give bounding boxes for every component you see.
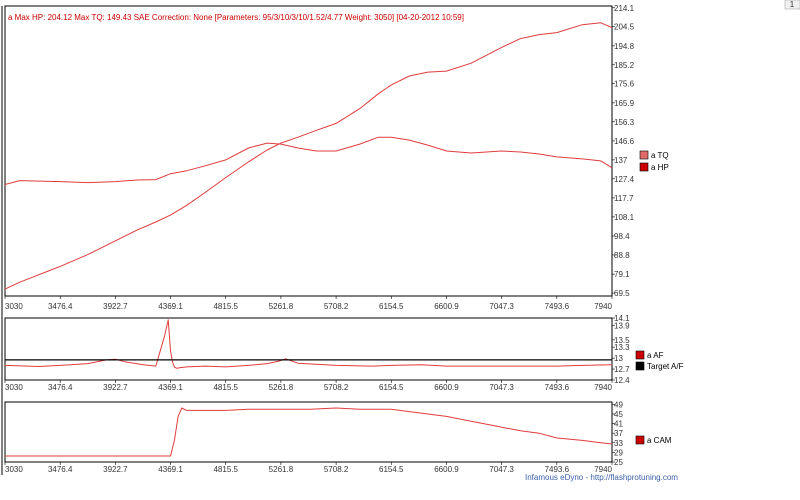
cam-ytick-label: 37 xyxy=(614,429,623,438)
panel-af-frame xyxy=(4,317,613,381)
series-line-a-hp xyxy=(4,22,613,290)
cam-ytick-label: 45 xyxy=(614,410,623,419)
cam-xtick-label: 3030 xyxy=(5,465,23,474)
chart-title: a Max HP: 204.12 Max TQ: 149.43 SAE Corr… xyxy=(8,13,464,22)
af-xtick-label: 3476.4 xyxy=(48,383,73,392)
cam-xtick-label: 7493.6 xyxy=(545,465,570,474)
legend-cam: a CAM xyxy=(635,435,672,445)
legend-label-hp: a HP xyxy=(651,163,669,172)
af-ytick-label: 12.4 xyxy=(614,376,630,385)
af-xtick-label: 6600.9 xyxy=(434,383,459,392)
panel-power: a Max HP: 204.12 Max TQ: 149.43 SAE Corr… xyxy=(4,4,669,311)
power-ytick-label: 175.6 xyxy=(614,80,635,89)
legend-swatch-target-af xyxy=(635,361,645,371)
power-xtick-label: 5708.2 xyxy=(324,302,349,311)
power-ytick-label: 137 xyxy=(614,156,628,165)
power-ytick-label: 185.2 xyxy=(614,61,635,70)
legend-swatch-tq xyxy=(639,150,649,160)
footer-credit: Infamous eDyno - http://flashprotuning.c… xyxy=(525,473,678,482)
af-xtick-label: 6154.5 xyxy=(379,383,404,392)
power-xtick-label: 7047.3 xyxy=(489,302,514,311)
cam-ytick-label: 41 xyxy=(614,420,623,429)
power-xtick-label: 7940 xyxy=(594,302,612,311)
af-xtick-label: 4815.5 xyxy=(213,383,238,392)
af-ytick-label: 14.1 xyxy=(614,314,630,323)
cam-ytick-label: 49 xyxy=(614,400,623,409)
cam-ytick-label: 25 xyxy=(614,458,623,467)
af-ytick-label: 13.9 xyxy=(614,321,630,330)
series-line-a-tq xyxy=(4,136,613,185)
cam-xtick-label: 3922.7 xyxy=(103,465,128,474)
af-ytick-label: 13 xyxy=(614,354,623,363)
power-ytick-label: 98.4 xyxy=(614,232,630,241)
af-xtick-label: 3030 xyxy=(5,383,23,392)
cam-xtick-label: 7940 xyxy=(594,465,612,474)
power-ytick-label: 108.1 xyxy=(614,213,635,222)
power-xtick-label: 3030 xyxy=(5,302,23,311)
legend-swatch-hp xyxy=(639,162,649,172)
power-ytick-label: 156.3 xyxy=(614,118,635,127)
af-xtick-label: 5708.2 xyxy=(324,383,349,392)
series-line-a-cam xyxy=(5,407,613,457)
af-xtick-label: 4369.1 xyxy=(158,383,183,392)
af-xtick-label: 5261.8 xyxy=(269,383,294,392)
legend-label-af: a AF xyxy=(647,351,664,360)
power-ytick-label: 79.1 xyxy=(614,270,630,279)
power-ytick-label: 88.8 xyxy=(614,251,630,260)
legend-af: a AF Target A/F xyxy=(635,350,684,371)
legend-label-target-af: Target A/F xyxy=(647,362,684,371)
power-ytick-label: 69.5 xyxy=(614,289,630,298)
cam-xtick-label: 7047.3 xyxy=(489,465,514,474)
power-xtick-label: 4369.1 xyxy=(158,302,183,311)
power-xtick-label: 6600.9 xyxy=(434,302,459,311)
af-ytick-label: 12.7 xyxy=(614,365,630,374)
cam-ytick-label: 29 xyxy=(614,448,623,457)
cam-xtick-label: 3476.4 xyxy=(48,465,73,474)
power-xtick-label: 4815.5 xyxy=(213,302,238,311)
af-ytick-label: 13.5 xyxy=(614,336,630,345)
power-ytick-label: 117.7 xyxy=(614,194,634,203)
power-ytick-label: 146.6 xyxy=(614,137,635,146)
af-xtick-label: 7047.3 xyxy=(489,383,514,392)
power-xtick-label: 5261.8 xyxy=(269,302,294,311)
cam-xtick-label: 6600.9 xyxy=(434,465,459,474)
corner-box xyxy=(784,0,800,10)
cam-xtick-label: 4815.5 xyxy=(213,465,238,474)
af-xtick-label: 7940 xyxy=(594,383,612,392)
af-xtick-label: 3922.7 xyxy=(103,383,128,392)
power-ytick-label: 214.1 xyxy=(614,4,635,13)
legend-label-cam: a CAM xyxy=(647,436,672,445)
panel-af: 14.113.9 13.513.3 13 12.7 12.4 3030 3476.4 392… xyxy=(4,314,684,392)
cam-xtick-label: 6154.5 xyxy=(379,465,404,474)
corner-label: 1 xyxy=(790,0,795,9)
legend-swatch-af xyxy=(635,350,645,360)
power-xtick-label: 6154.5 xyxy=(379,302,404,311)
panel-cam-frame xyxy=(4,401,613,463)
panel-power-frame xyxy=(4,5,613,297)
power-xtick-label: 3922.7 xyxy=(103,302,128,311)
legend-power: a TQ a HP xyxy=(639,150,669,172)
power-xtick-label: 3476.4 xyxy=(48,302,73,311)
legend-label-tq: a TQ xyxy=(651,151,669,160)
af-xtick-label: 7493.6 xyxy=(545,383,570,392)
power-ytick-label: 165.9 xyxy=(614,99,635,108)
power-ytick-label: 204.5 xyxy=(614,23,635,32)
legend-swatch-cam xyxy=(635,435,645,445)
power-ytick-label: 127.4 xyxy=(614,175,635,184)
power-ytick-label: 194.8 xyxy=(614,42,635,51)
power-xtick-label: 7493.6 xyxy=(545,302,570,311)
af-ytick-label: 13.3 xyxy=(614,343,630,352)
cam-xtick-label: 5261.8 xyxy=(269,465,294,474)
cam-xtick-label: 4369.1 xyxy=(158,465,183,474)
cam-ytick-label: 33 xyxy=(614,439,623,448)
cam-xtick-label: 5708.2 xyxy=(324,465,349,474)
